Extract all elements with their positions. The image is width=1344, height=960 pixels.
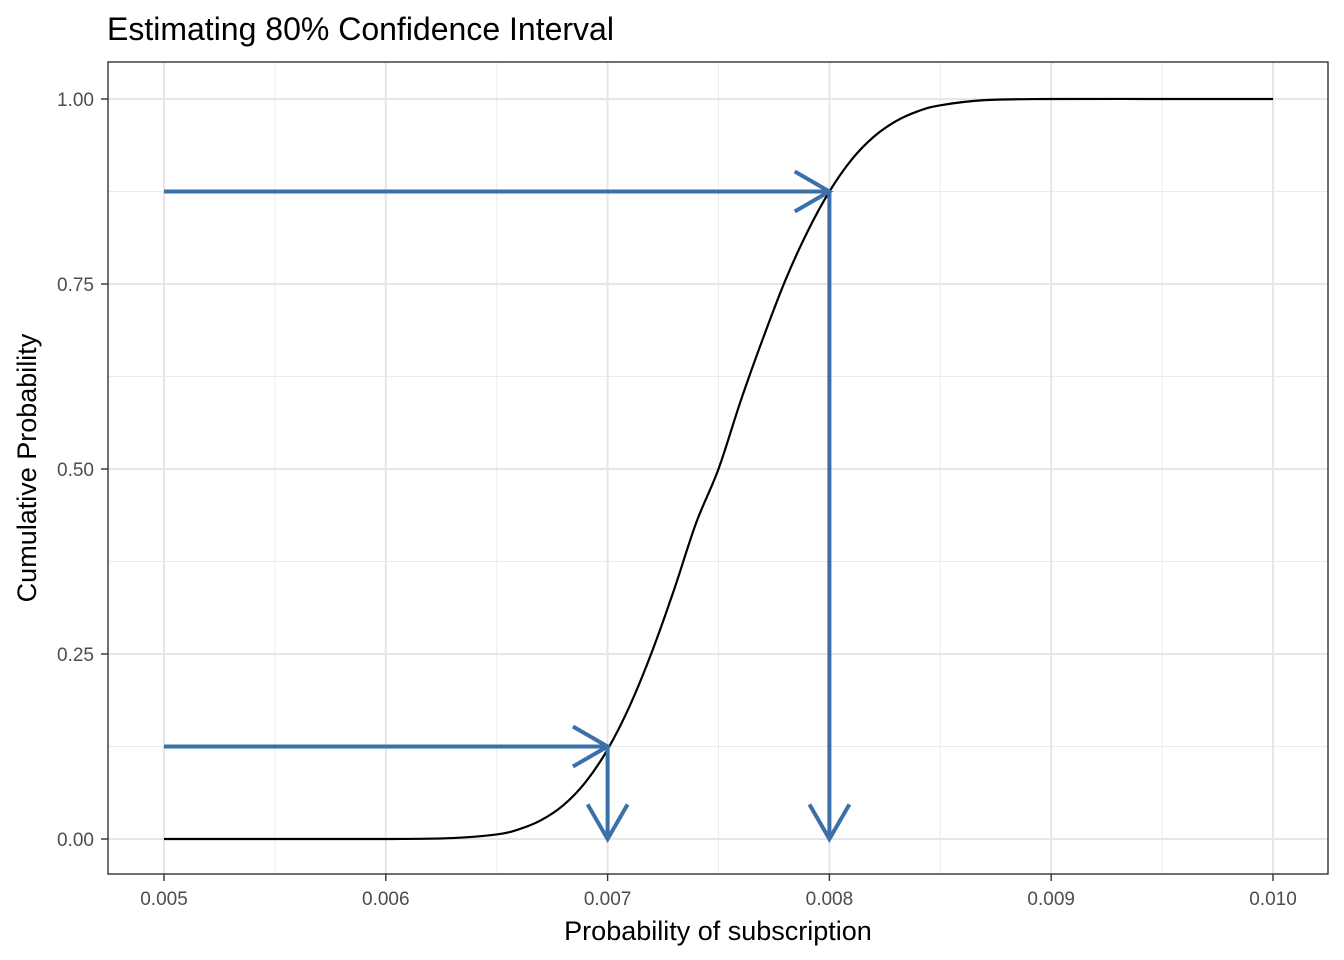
y-axis: 0.00 0.25 0.50 0.75 1.00	[57, 90, 108, 851]
y-tick-label: 0.75	[57, 275, 94, 296]
x-tick-label: 0.009	[1027, 889, 1075, 910]
y-tick-label: 0.25	[57, 645, 94, 666]
chart-title: Estimating 80% Confidence Interval	[107, 11, 614, 47]
y-tick-label: 1.00	[57, 90, 94, 111]
y-tick-label: 0.00	[57, 830, 94, 851]
plot-panel-border	[107, 61, 1329, 875]
x-axis: 0.005 0.006 0.007 0.008 0.009 0.010	[140, 874, 1297, 910]
x-tick-label: 0.007	[584, 889, 632, 910]
series-layer	[164, 97, 1273, 841]
x-tick-label: 0.008	[806, 889, 854, 910]
y-axis-title: Cumulative Probability	[12, 333, 42, 602]
cdf-curve	[164, 97, 1273, 841]
x-tick-label: 0.006	[362, 889, 410, 910]
annotation-layer	[164, 169, 852, 843]
x-tick-label: 0.010	[1249, 889, 1297, 910]
x-axis-title: Probability of subscription	[564, 916, 872, 946]
x-tick-label: 0.005	[140, 889, 188, 910]
arrow-head	[585, 803, 630, 843]
arrow-head	[807, 803, 852, 843]
y-tick-label: 0.50	[57, 460, 94, 481]
